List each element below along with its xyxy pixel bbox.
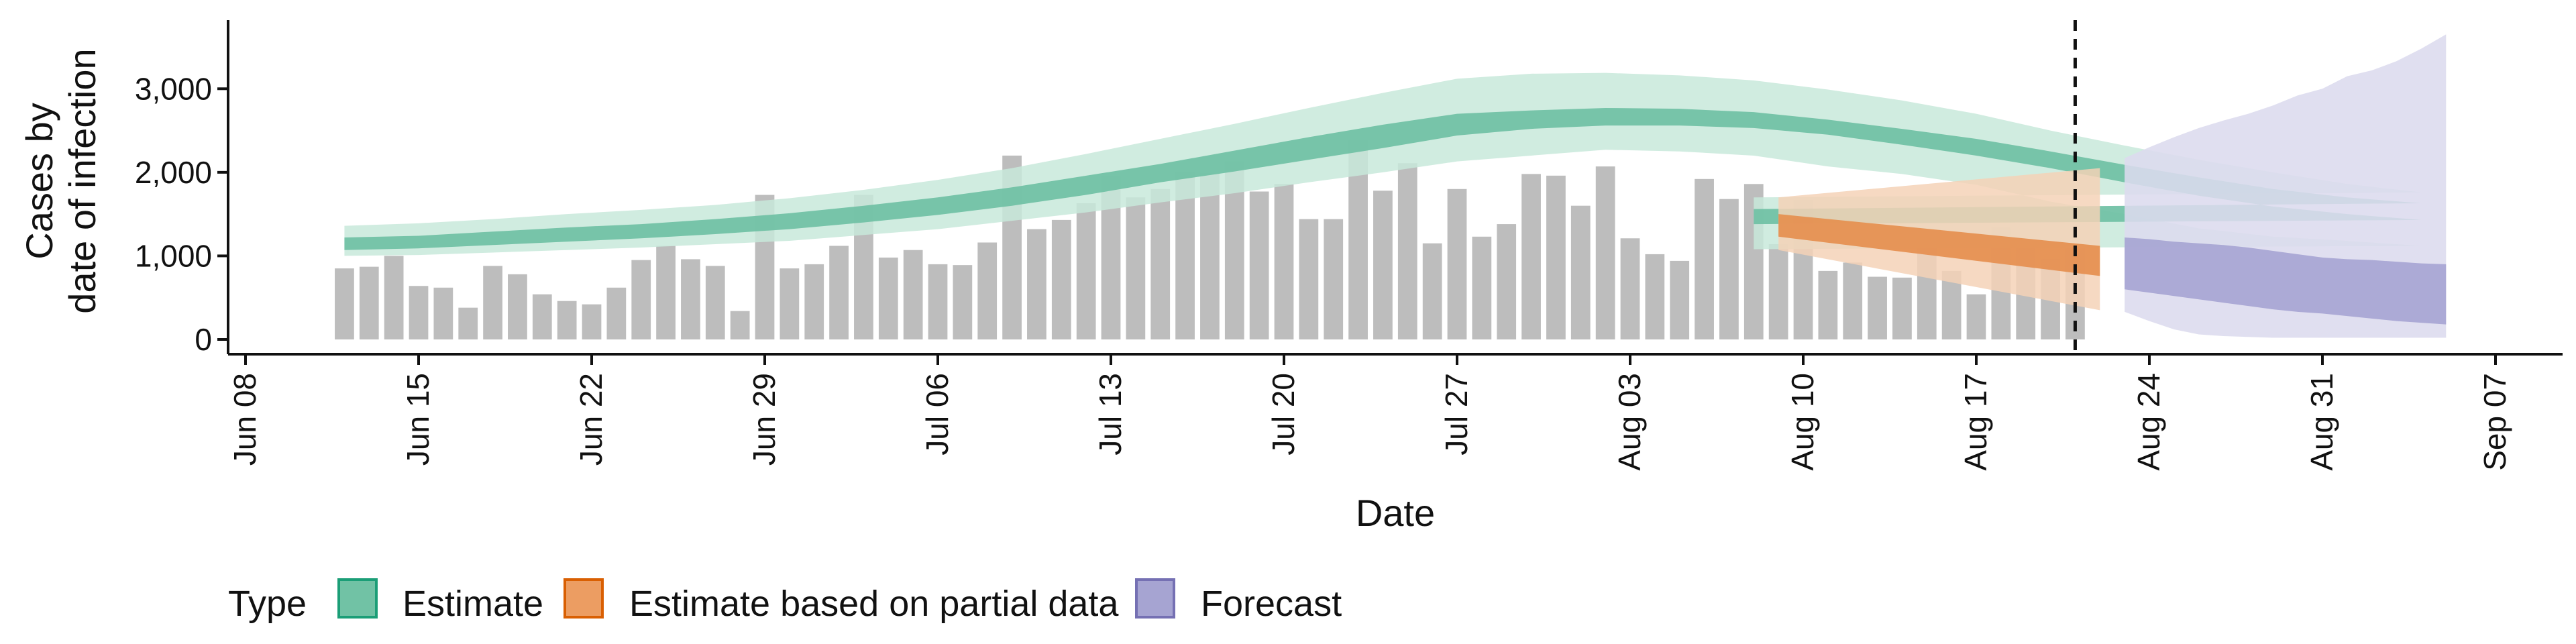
reported-cases-bar: [977, 242, 998, 339]
reported-cases-bar: [1892, 277, 1912, 339]
x-axis-tick-label: Jun 22: [574, 373, 608, 466]
x-axis-title: Date: [1356, 492, 1435, 534]
reported-cases-bar: [1645, 254, 1665, 339]
reported-cases-bar: [359, 266, 379, 339]
reported-cases-bar: [829, 246, 849, 339]
y-axis-title: Cases by date of infection: [18, 48, 103, 313]
estimate-ribbons: [344, 34, 2447, 338]
reported-cases-bar: [1175, 172, 1195, 339]
reported-cases-bar: [1497, 224, 1517, 339]
reported-cases-bar: [1249, 191, 1269, 339]
reported-cases-bar: [1719, 199, 1739, 339]
x-axis-ticks: Jun 08 Jun 15 Jun 22 Jun 29 Jul 06 Jul 13 Jul …: [227, 354, 2512, 471]
reported-cases-bar: [705, 266, 725, 339]
reported-cases-bar: [1868, 276, 1887, 339]
legend-swatch-forecast: [1135, 578, 1175, 619]
y-axis-tick-label: 2,000: [135, 155, 212, 190]
reported-cases-bar: [1843, 262, 1863, 339]
reported-cases-bar: [804, 264, 824, 339]
reported-cases-bar: [433, 287, 453, 339]
reported-cases-bar: [508, 274, 527, 339]
legend-label-forecast: Forecast: [1201, 584, 1342, 624]
reported-cases-bar: [1373, 191, 1393, 339]
reported-cases-bar: [1546, 175, 1566, 339]
x-axis-tick-label: Jul 20: [1266, 373, 1301, 455]
reported-cases-bar: [1472, 236, 1492, 339]
x-axis-tick-label: Aug 31: [2304, 373, 2339, 471]
reported-cases-bar: [1126, 197, 1146, 339]
reported-cases-bar: [1595, 166, 1615, 339]
reported-cases-bar: [458, 307, 478, 339]
series-2-inner-ribbon: [2125, 237, 2447, 325]
reported-cases-bar: [1051, 219, 1071, 339]
x-axis-tick-label: Jun 08: [227, 373, 262, 466]
reported-cases-bar: [1200, 173, 1220, 339]
reported-cases-bar: [1768, 244, 1788, 339]
reported-cases-bar: [1620, 238, 1640, 339]
reported-cases-bar: [1447, 189, 1467, 339]
reported-cases-bar: [903, 250, 923, 339]
reported-cases-bar: [606, 287, 627, 339]
y-axis-ticks: 0 1,000 2,000 3,000: [135, 71, 228, 357]
reported-cases-bar: [656, 246, 676, 339]
y-axis-title-line-2: date of infection: [61, 48, 103, 313]
x-axis-tick-label: Jul 06: [920, 373, 955, 455]
reported-cases-bar: [1274, 184, 1294, 339]
y-axis-tick-label: 3,000: [135, 71, 212, 106]
reported-cases-bar: [335, 268, 354, 339]
x-axis-tick-label: Sep 07: [2477, 373, 2512, 471]
x-axis-tick-label: Aug 03: [1612, 373, 1647, 471]
x-axis-tick-label: Aug 17: [1958, 373, 1993, 471]
reported-cases-bar: [681, 259, 700, 339]
legend-swatch-estimate: [337, 578, 378, 619]
legend-label-partial-estimate: Estimate based on partial data: [629, 584, 1119, 624]
y-axis-tick-label: 1,000: [135, 238, 212, 273]
y-axis-tick-label: 0: [195, 322, 212, 357]
reported-cases-bar: [557, 301, 577, 339]
reported-cases-bar: [1027, 229, 1046, 339]
reported-cases-bar: [1324, 219, 1344, 339]
x-axis-tick-label: Jul 13: [1093, 373, 1128, 455]
reported-cases-bar: [1299, 219, 1319, 339]
reported-cases-bar: [953, 265, 973, 339]
reported-cases-bar: [1521, 174, 1541, 339]
reported-cases-bar: [1695, 178, 1714, 339]
reported-cases-bar: [1422, 243, 1442, 339]
reported-cases-bar: [780, 268, 800, 339]
reported-cases-bar: [878, 257, 898, 339]
reported-cases-bar: [730, 311, 750, 339]
reported-cases-bar: [582, 304, 602, 339]
reported-cases-bar: [483, 266, 502, 339]
reported-cases-bar: [928, 264, 948, 339]
plot-area: 0 1,000 2,000 3,000 Jun 08 Jun 15 Jun 22 Jun 2…: [135, 20, 2563, 471]
legend-title: Type: [228, 584, 307, 624]
reported-cases-bar: [1818, 270, 1838, 339]
reported-cases-bar: [1076, 203, 1096, 339]
x-axis-tick-label: Aug 10: [1785, 373, 1820, 471]
legend-swatch-partial-estimate: [564, 578, 604, 619]
x-axis-tick-label: Aug 24: [2131, 373, 2166, 471]
reported-cases-bar: [384, 256, 404, 339]
reported-cases-bar: [631, 260, 651, 339]
x-axis-tick-label: Jun 29: [747, 373, 782, 466]
x-axis-tick-label: Jun 15: [400, 373, 435, 466]
reported-cases-bar: [409, 286, 429, 339]
x-axis-tick-label: Jul 27: [1439, 373, 1474, 455]
reported-cases-bar: [1397, 163, 1417, 339]
reported-cases-bar: [1570, 205, 1591, 339]
series-1-inner-ribbon: [1778, 214, 2100, 276]
reported-cases-bar: [1966, 294, 1986, 339]
reported-cases-bar: [1150, 189, 1171, 339]
y-axis-title-line-1: Cases by: [18, 103, 60, 259]
legend: Type Estimate Estimate based on partial …: [228, 578, 1342, 624]
legend-label-estimate: Estimate: [402, 584, 543, 624]
reported-cases-bar: [532, 294, 552, 339]
reported-cases-bar: [1670, 260, 1690, 339]
